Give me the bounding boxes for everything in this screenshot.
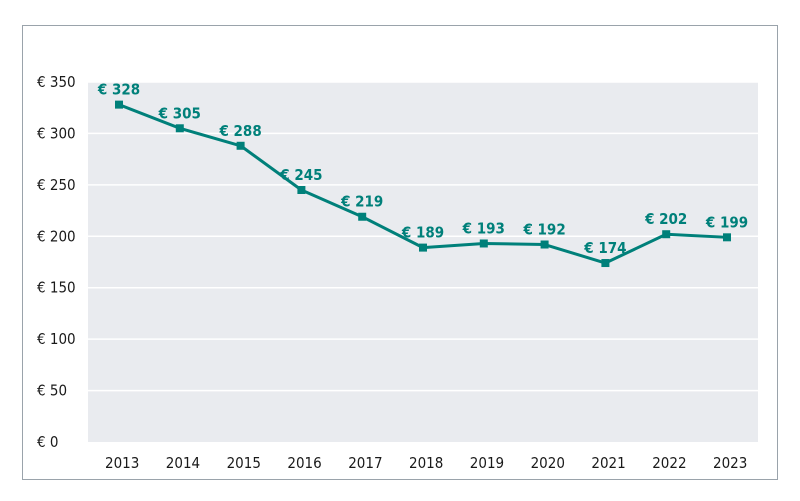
x-tick-label: 2014 xyxy=(166,454,200,472)
y-tick-label: € 300 xyxy=(37,124,76,142)
y-axis: € 0 € 50 € 100 € 150 € 200 € 250 € 300 € 350 xyxy=(37,73,76,451)
gridlines xyxy=(88,81,758,392)
data-point xyxy=(297,186,306,194)
plot-area xyxy=(88,82,758,442)
data-label: € 288 xyxy=(218,122,261,140)
data-point xyxy=(115,100,123,109)
data-label: € 174 xyxy=(583,239,626,257)
x-tick-label: 2017 xyxy=(348,454,382,472)
y-tick-label: € 350 xyxy=(37,73,76,91)
y-tick-label: € 0 xyxy=(37,433,58,451)
data-label: € 199 xyxy=(705,213,748,231)
data-point xyxy=(540,240,549,249)
data-point xyxy=(601,259,610,268)
data-label: € 305 xyxy=(158,104,201,122)
x-tick-label: 2020 xyxy=(531,454,565,472)
x-tick-label: 2021 xyxy=(591,454,625,472)
data-point xyxy=(662,230,671,239)
data-label: € 189 xyxy=(401,224,444,242)
x-tick-label: 2022 xyxy=(652,454,686,472)
data-point xyxy=(723,233,731,242)
y-tick-label: € 200 xyxy=(37,227,76,245)
data-labels: € 328 € 305 € 288 € 245 € 219 € 189 € 193 € 192… xyxy=(97,81,748,257)
data-label: € 193 xyxy=(462,219,505,237)
x-tick-label: 2016 xyxy=(287,454,321,472)
data-points xyxy=(115,100,731,268)
y-tick-label: € 50 xyxy=(37,382,67,400)
x-tick-label: 2023 xyxy=(713,454,747,472)
data-label: € 192 xyxy=(522,221,565,239)
y-tick-label: € 250 xyxy=(37,176,76,194)
x-tick-label: 2015 xyxy=(227,454,261,472)
data-label: € 245 xyxy=(279,166,322,184)
x-tick-label: 2019 xyxy=(470,454,504,472)
data-point xyxy=(419,243,427,252)
data-point xyxy=(175,124,184,133)
x-axis: 2013 2014 2015 2016 2017 2018 2019 2020 2021 2022… xyxy=(105,454,747,472)
data-point xyxy=(479,239,488,248)
data-label: € 219 xyxy=(340,193,383,211)
y-tick-label: € 100 xyxy=(37,330,76,348)
y-tick-label: € 150 xyxy=(37,279,76,297)
x-tick-label: 2013 xyxy=(105,454,139,472)
data-point xyxy=(358,212,367,221)
data-label: € 202 xyxy=(644,210,687,228)
data-label: € 328 xyxy=(97,81,140,99)
data-point xyxy=(236,141,245,150)
x-tick-label: 2018 xyxy=(409,454,443,472)
